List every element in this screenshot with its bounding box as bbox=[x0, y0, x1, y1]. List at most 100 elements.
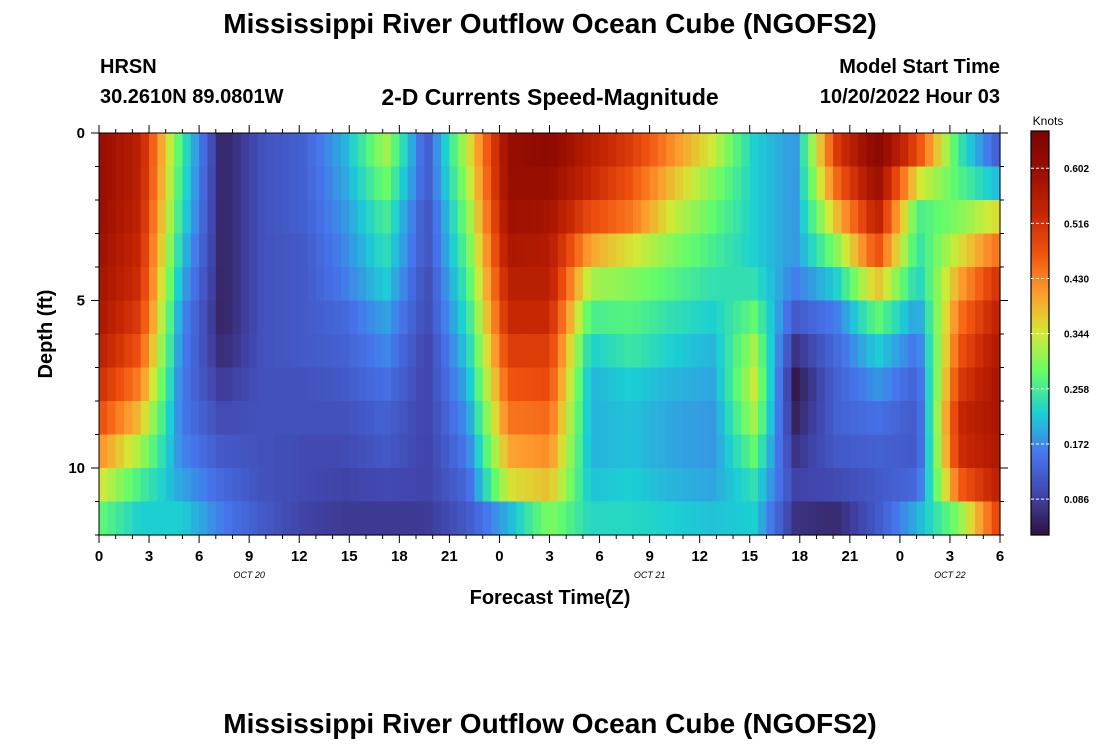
heatmap-cell bbox=[299, 334, 309, 369]
heatmap-cell bbox=[274, 166, 284, 201]
x-tick-label: 12 bbox=[691, 548, 708, 565]
heatmap-cell bbox=[791, 233, 801, 268]
heatmap-cell bbox=[949, 334, 959, 369]
heatmap-cell bbox=[966, 334, 976, 369]
heatmap-cell bbox=[799, 367, 809, 402]
heatmap-cell bbox=[432, 166, 442, 201]
heatmap-cell bbox=[891, 401, 901, 436]
heatmap-cell bbox=[115, 334, 125, 369]
heatmap-cell bbox=[215, 267, 225, 302]
heatmap-cell bbox=[991, 233, 1001, 268]
heatmap-cell bbox=[574, 133, 584, 168]
heatmap-cell bbox=[824, 334, 834, 369]
heatmap-cell bbox=[908, 233, 918, 268]
heatmap-cell bbox=[858, 166, 868, 201]
heatmap-cell bbox=[616, 468, 626, 503]
heatmap-cell bbox=[457, 233, 467, 268]
heatmap-cell bbox=[724, 166, 734, 201]
heatmap-cell bbox=[616, 334, 626, 369]
heatmap-cell bbox=[758, 267, 767, 302]
x-tick-label: 3 bbox=[545, 548, 553, 565]
station-coordinates: 30.2610N 89.0801W bbox=[100, 86, 284, 108]
heatmap-cell bbox=[699, 367, 709, 402]
heatmap-cell bbox=[474, 401, 484, 436]
heatmap-cell bbox=[441, 334, 450, 369]
heatmap-cell bbox=[941, 501, 951, 536]
heatmap-cell bbox=[916, 468, 926, 503]
heatmap-cell bbox=[866, 367, 876, 402]
heatmap-cell bbox=[666, 401, 676, 436]
heatmap-cell bbox=[808, 233, 818, 268]
heatmap-cell bbox=[340, 501, 350, 536]
heatmap-cell bbox=[774, 233, 784, 268]
heatmap-cells bbox=[99, 133, 1001, 536]
heatmap-cell bbox=[974, 434, 984, 469]
heatmap-cell bbox=[124, 468, 133, 503]
heatmap-cell bbox=[274, 233, 284, 268]
heatmap-cell bbox=[215, 200, 225, 235]
heatmap-cell bbox=[582, 334, 592, 369]
heatmap-cell bbox=[674, 133, 684, 168]
heatmap-cell bbox=[149, 434, 158, 469]
heatmap-cell bbox=[949, 367, 959, 402]
heatmap-cell bbox=[833, 401, 843, 436]
heatmap-cell bbox=[140, 267, 150, 302]
heatmap-cell bbox=[190, 166, 200, 201]
heatmap-cell bbox=[666, 468, 676, 503]
heatmap-cell bbox=[516, 233, 526, 268]
heatmap-cell bbox=[741, 166, 751, 201]
heatmap-cell bbox=[557, 401, 567, 436]
heatmap-cell bbox=[749, 367, 759, 402]
heatmap-cell bbox=[624, 133, 634, 168]
heatmap-cell bbox=[632, 401, 642, 436]
heatmap-cell bbox=[657, 133, 667, 168]
heatmap-cell bbox=[699, 133, 709, 168]
heatmap-cell bbox=[441, 401, 450, 436]
heatmap-cell bbox=[182, 367, 192, 402]
heatmap-cell bbox=[916, 267, 926, 302]
heatmap-cell bbox=[224, 267, 234, 302]
heatmap-cell bbox=[582, 267, 592, 302]
heatmap-cell bbox=[582, 200, 592, 235]
heatmap-cell bbox=[649, 501, 659, 536]
heatmap-cell bbox=[265, 401, 275, 436]
heatmap-cell bbox=[182, 233, 192, 268]
heatmap-cell bbox=[549, 233, 559, 268]
x-tick-label: 18 bbox=[791, 548, 808, 565]
heatmap-cell bbox=[524, 166, 534, 201]
heatmap-cell bbox=[124, 200, 133, 235]
heatmap-cell bbox=[99, 300, 108, 335]
heatmap-cell bbox=[315, 468, 325, 503]
heatmap-cell bbox=[157, 434, 167, 469]
heatmap-cell bbox=[207, 267, 217, 302]
heatmap-cell bbox=[724, 468, 734, 503]
heatmap-cell bbox=[808, 267, 818, 302]
heatmap-cell bbox=[324, 267, 334, 302]
heatmap-cell bbox=[566, 401, 576, 436]
heatmap-cell bbox=[149, 233, 158, 268]
heatmap-cell bbox=[574, 233, 584, 268]
heatmap-cell bbox=[449, 434, 459, 469]
heatmap-cell bbox=[332, 166, 342, 201]
heatmap-cell bbox=[215, 468, 225, 503]
heatmap-cell bbox=[232, 200, 242, 235]
heatmap-cell bbox=[699, 468, 709, 503]
heatmap-cell bbox=[816, 233, 826, 268]
heatmap-cell bbox=[441, 468, 450, 503]
heatmap-cell bbox=[207, 367, 217, 402]
heatmap-cell bbox=[190, 200, 200, 235]
heatmap-cell bbox=[516, 334, 526, 369]
heatmap-cell bbox=[557, 233, 567, 268]
heatmap-cell bbox=[124, 501, 133, 536]
heatmap-cell bbox=[182, 200, 192, 235]
heatmap-cell bbox=[157, 367, 167, 402]
heatmap-cell bbox=[899, 401, 909, 436]
heatmap-cell bbox=[399, 200, 409, 235]
heatmap-cell bbox=[766, 233, 776, 268]
heatmap-cell bbox=[499, 401, 509, 436]
heatmap-cell bbox=[574, 367, 584, 402]
heatmap-cell bbox=[574, 166, 584, 201]
heatmap-cell bbox=[632, 133, 642, 168]
heatmap-cell bbox=[924, 468, 934, 503]
heatmap-cell bbox=[124, 300, 133, 335]
